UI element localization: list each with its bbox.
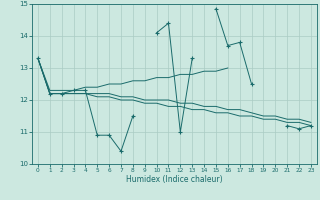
X-axis label: Humidex (Indice chaleur): Humidex (Indice chaleur) [126, 175, 223, 184]
